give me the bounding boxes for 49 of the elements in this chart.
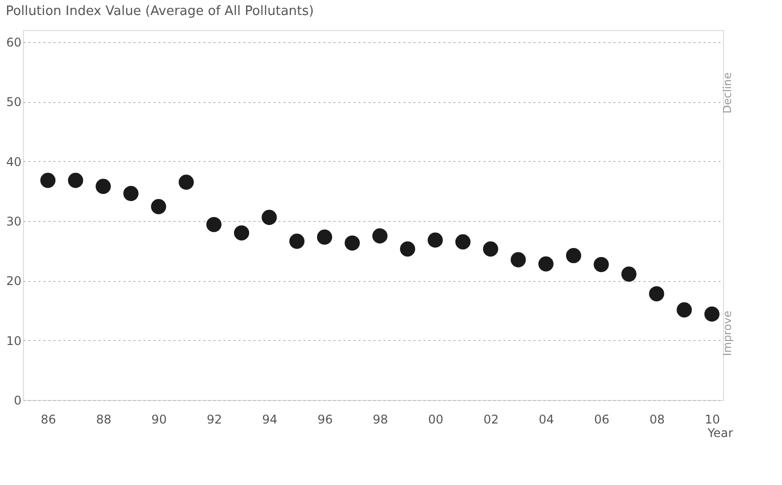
x-tick-label: 92 [206,412,222,426]
x-tick-label: 08 [649,412,665,426]
point [150,199,166,214]
point [483,241,498,257]
x-tick-label: 10 [704,412,720,426]
y-tick-label: 20 [6,274,22,288]
point [344,235,360,251]
x-tick-label: 06 [594,412,610,426]
annotation: Decline [721,72,734,114]
point [566,248,582,264]
point [455,234,471,250]
x-tick-label: 88 [96,412,112,426]
point [649,286,664,302]
chart-title: Pollution Index Value (Average of All Pollutants) [6,4,314,19]
point [676,302,692,318]
y-tick-label: 40 [6,154,22,169]
point [40,172,56,188]
x-tick-label: 90 [151,412,167,426]
point [621,266,637,282]
y-tick-label: 50 [6,95,22,110]
y-tick-label: 30 [6,214,22,228]
point [68,172,84,188]
x-tick-label: 94 [262,412,278,426]
point [400,241,416,257]
point [372,228,388,244]
point [428,232,443,248]
point [704,306,720,322]
point [510,252,526,268]
point [289,234,304,249]
y-tick-label: 10 [6,334,22,348]
point [538,256,554,272]
x-tick-label: 00 [428,412,444,426]
x-tick-label: 98 [372,412,388,426]
y-tick-label: 60 [6,35,22,50]
point [594,256,609,272]
point [262,210,277,225]
point [234,225,250,240]
y-tick-label: 0 [14,394,22,408]
point [317,230,332,245]
annotation: Improve [721,310,734,356]
x-tick-label: 02 [483,412,499,426]
x-axis-title: Year [706,426,734,440]
point [96,178,111,194]
point [206,216,222,232]
x-tick-label: 86 [40,412,56,426]
point [178,174,194,190]
x-tick-label: 04 [538,412,554,426]
point [123,186,138,202]
x-tick-label: 96 [317,412,333,426]
